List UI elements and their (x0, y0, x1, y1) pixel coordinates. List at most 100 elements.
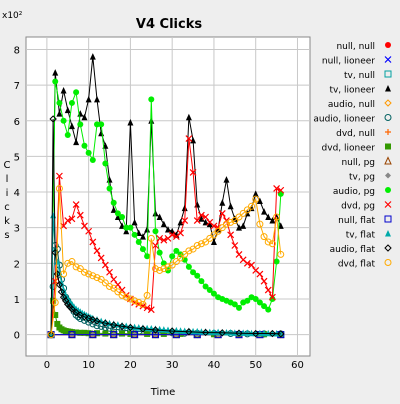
data-point (152, 242, 159, 249)
data-point (76, 265, 84, 273)
y-tick-label: 5 (14, 152, 20, 163)
data-point (236, 304, 242, 311)
data-point (197, 240, 205, 248)
data-point (131, 331, 139, 339)
y-axis-label-char: s (4, 230, 9, 241)
data-point (202, 218, 209, 226)
data-point (139, 325, 147, 333)
data-point (64, 217, 72, 224)
data-point (94, 95, 100, 103)
data-point (106, 185, 113, 192)
data-point (148, 117, 155, 124)
legend-marker (384, 201, 392, 208)
legend-label: dvd, pg (341, 202, 375, 212)
chart-title: V4 Clicks (136, 17, 202, 32)
data-point (85, 95, 92, 103)
data-point (256, 270, 264, 278)
data-point (73, 138, 80, 146)
data-point (76, 311, 85, 319)
data-point (118, 322, 126, 331)
data-point (244, 329, 251, 336)
data-point (119, 213, 126, 220)
legend-label: null, pg (341, 158, 375, 168)
legend-marker (384, 156, 392, 165)
data-point (58, 279, 65, 286)
data-point (248, 261, 255, 269)
data-point (110, 275, 118, 283)
legend-marker (385, 172, 391, 179)
data-point (168, 231, 176, 239)
data-point (156, 234, 164, 242)
y-tick-label: 2 (14, 259, 20, 270)
data-point (277, 222, 284, 229)
legend-label: tv, pg (349, 173, 375, 183)
data-point (227, 328, 234, 336)
data-point (218, 210, 226, 217)
data-point (219, 199, 226, 206)
data-point (273, 185, 281, 192)
legend-label: null, lioneer (322, 57, 375, 67)
data-point (68, 215, 76, 223)
data-point (243, 259, 251, 267)
data-point (169, 253, 176, 260)
data-point (273, 258, 280, 265)
data-point (160, 236, 168, 244)
data-point (168, 327, 176, 335)
data-point (56, 99, 63, 106)
data-point (202, 238, 210, 246)
x-tick-label: 10 (82, 360, 95, 371)
data-point (89, 331, 97, 339)
data-point (135, 238, 142, 245)
legend-marker (384, 215, 392, 223)
legend-label: tv, lioneer (329, 86, 375, 96)
data-point (223, 217, 230, 224)
data-point (227, 218, 235, 226)
data-point (64, 106, 71, 114)
data-point (202, 328, 209, 335)
data-point (185, 327, 192, 335)
data-point (93, 322, 101, 330)
data-point (123, 224, 130, 231)
data-point (54, 320, 61, 327)
data-point (85, 330, 92, 337)
data-point (139, 246, 146, 253)
data-point (89, 156, 96, 163)
data-point (68, 122, 75, 130)
data-point (260, 233, 268, 241)
data-point (193, 242, 201, 250)
data-point (198, 278, 205, 285)
data-point (261, 329, 268, 337)
data-point (144, 225, 151, 233)
data-point (227, 202, 234, 210)
data-point (106, 282, 114, 290)
data-point (185, 263, 192, 270)
legend-label: audio, null (328, 100, 375, 110)
data-point (268, 329, 277, 338)
data-point (243, 206, 251, 214)
y-tick-label: 6 (14, 117, 20, 128)
data-point (123, 227, 130, 235)
data-point (114, 210, 121, 217)
series-16 (47, 184, 285, 339)
data-point (190, 269, 197, 276)
data-point (147, 306, 155, 314)
data-point (252, 190, 259, 197)
x-tick-label: 30 (166, 360, 179, 371)
data-point (277, 330, 285, 338)
data-point (93, 317, 101, 325)
data-point (185, 247, 193, 255)
data-point (185, 113, 192, 121)
data-point (202, 213, 210, 221)
y-tick-label: 8 (14, 45, 20, 56)
data-point (114, 213, 121, 220)
x-tick-label: 60 (291, 360, 304, 371)
data-point (193, 217, 201, 224)
data-point (152, 209, 159, 217)
data-point (235, 250, 243, 258)
data-point (151, 326, 160, 334)
data-point (210, 238, 217, 245)
data-point (60, 270, 68, 278)
data-point (165, 225, 171, 233)
data-point (114, 288, 122, 296)
